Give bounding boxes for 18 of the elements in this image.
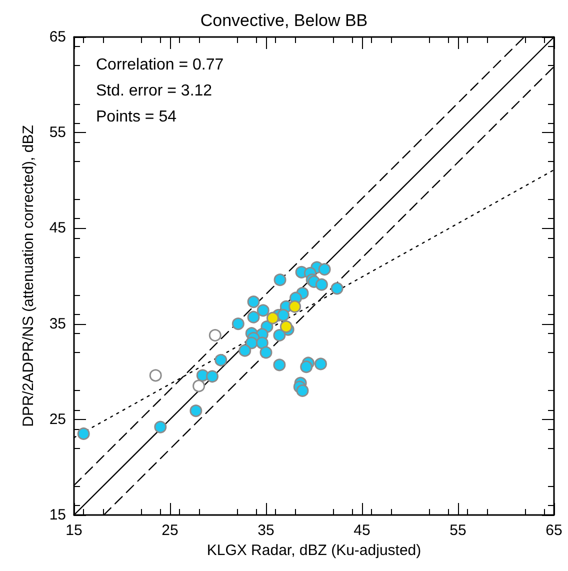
x-tick-label: 55 [450,522,466,539]
y-tick-label: 45 [49,220,66,237]
annotation: Correlation = 0.77 [96,56,224,74]
y-tick-label: 35 [49,315,66,332]
y-tick-label: 65 [49,28,66,46]
y-axis-title: DPR/2ADPR/NS (attenuation corrected), dBZ [20,125,37,427]
chart-title: Convective, Below BB [200,11,368,30]
annotation: Std. error = 3.12 [96,82,212,100]
x-axis-title: KLGX Radar, dBZ (Ku-adjusted) [206,542,422,559]
x-tick-label: 25 [162,522,178,539]
annotation: Points = 54 [96,108,177,126]
x-tick-label: 15 [66,522,82,539]
y-tick-label: 15 [49,506,66,524]
y-tick-label: 55 [49,124,66,142]
y-tick-label: 25 [49,410,66,428]
x-tick-label: 35 [258,522,274,539]
x-tick-label: 45 [354,522,370,539]
x-tick-label: 65 [546,522,562,539]
